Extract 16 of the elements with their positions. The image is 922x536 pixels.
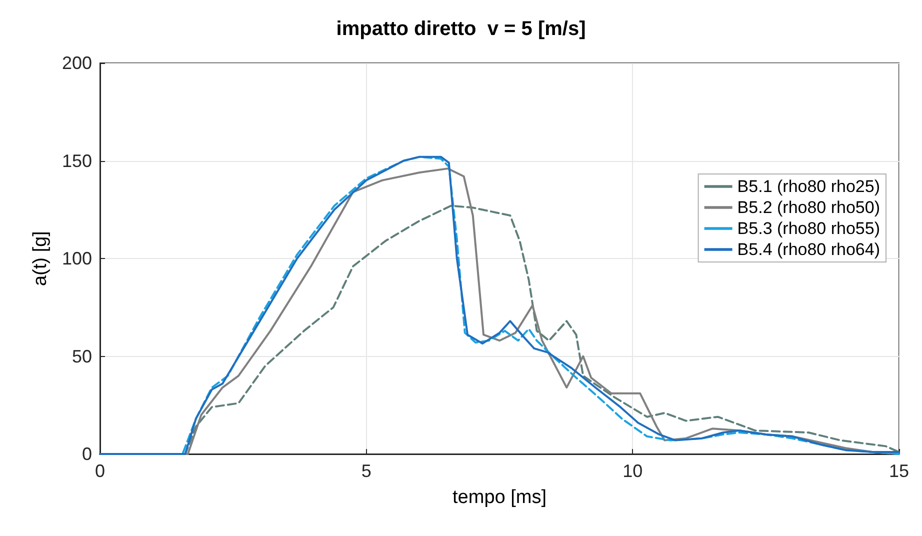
y-tick-label: 50	[72, 346, 92, 366]
x-tick-label: 0	[94, 461, 106, 481]
legend-label: B5.4 (rho80 rho64)	[737, 240, 880, 259]
legend-label: B5.2 (rho80 rho50)	[737, 198, 880, 217]
x-tick-label: 5	[361, 461, 372, 481]
x-tick-label: 10	[622, 461, 643, 481]
y-tick-label: 200	[62, 53, 92, 73]
x-axis-title: tempo [ms]	[452, 487, 546, 508]
y-tick-label: 0	[82, 444, 92, 464]
chart-title: impatto diretto v = 5 [m/s]	[336, 18, 586, 40]
legend-label: B5.3 (rho80 rho55)	[737, 219, 880, 238]
y-axis-title: a(t) [g]	[30, 231, 51, 286]
y-tick-label: 100	[62, 248, 92, 268]
y-tick-label: 150	[62, 150, 92, 171]
legend-label: B5.1 (rho80 rho25)	[737, 177, 880, 196]
x-tick-label: 15	[888, 461, 910, 481]
